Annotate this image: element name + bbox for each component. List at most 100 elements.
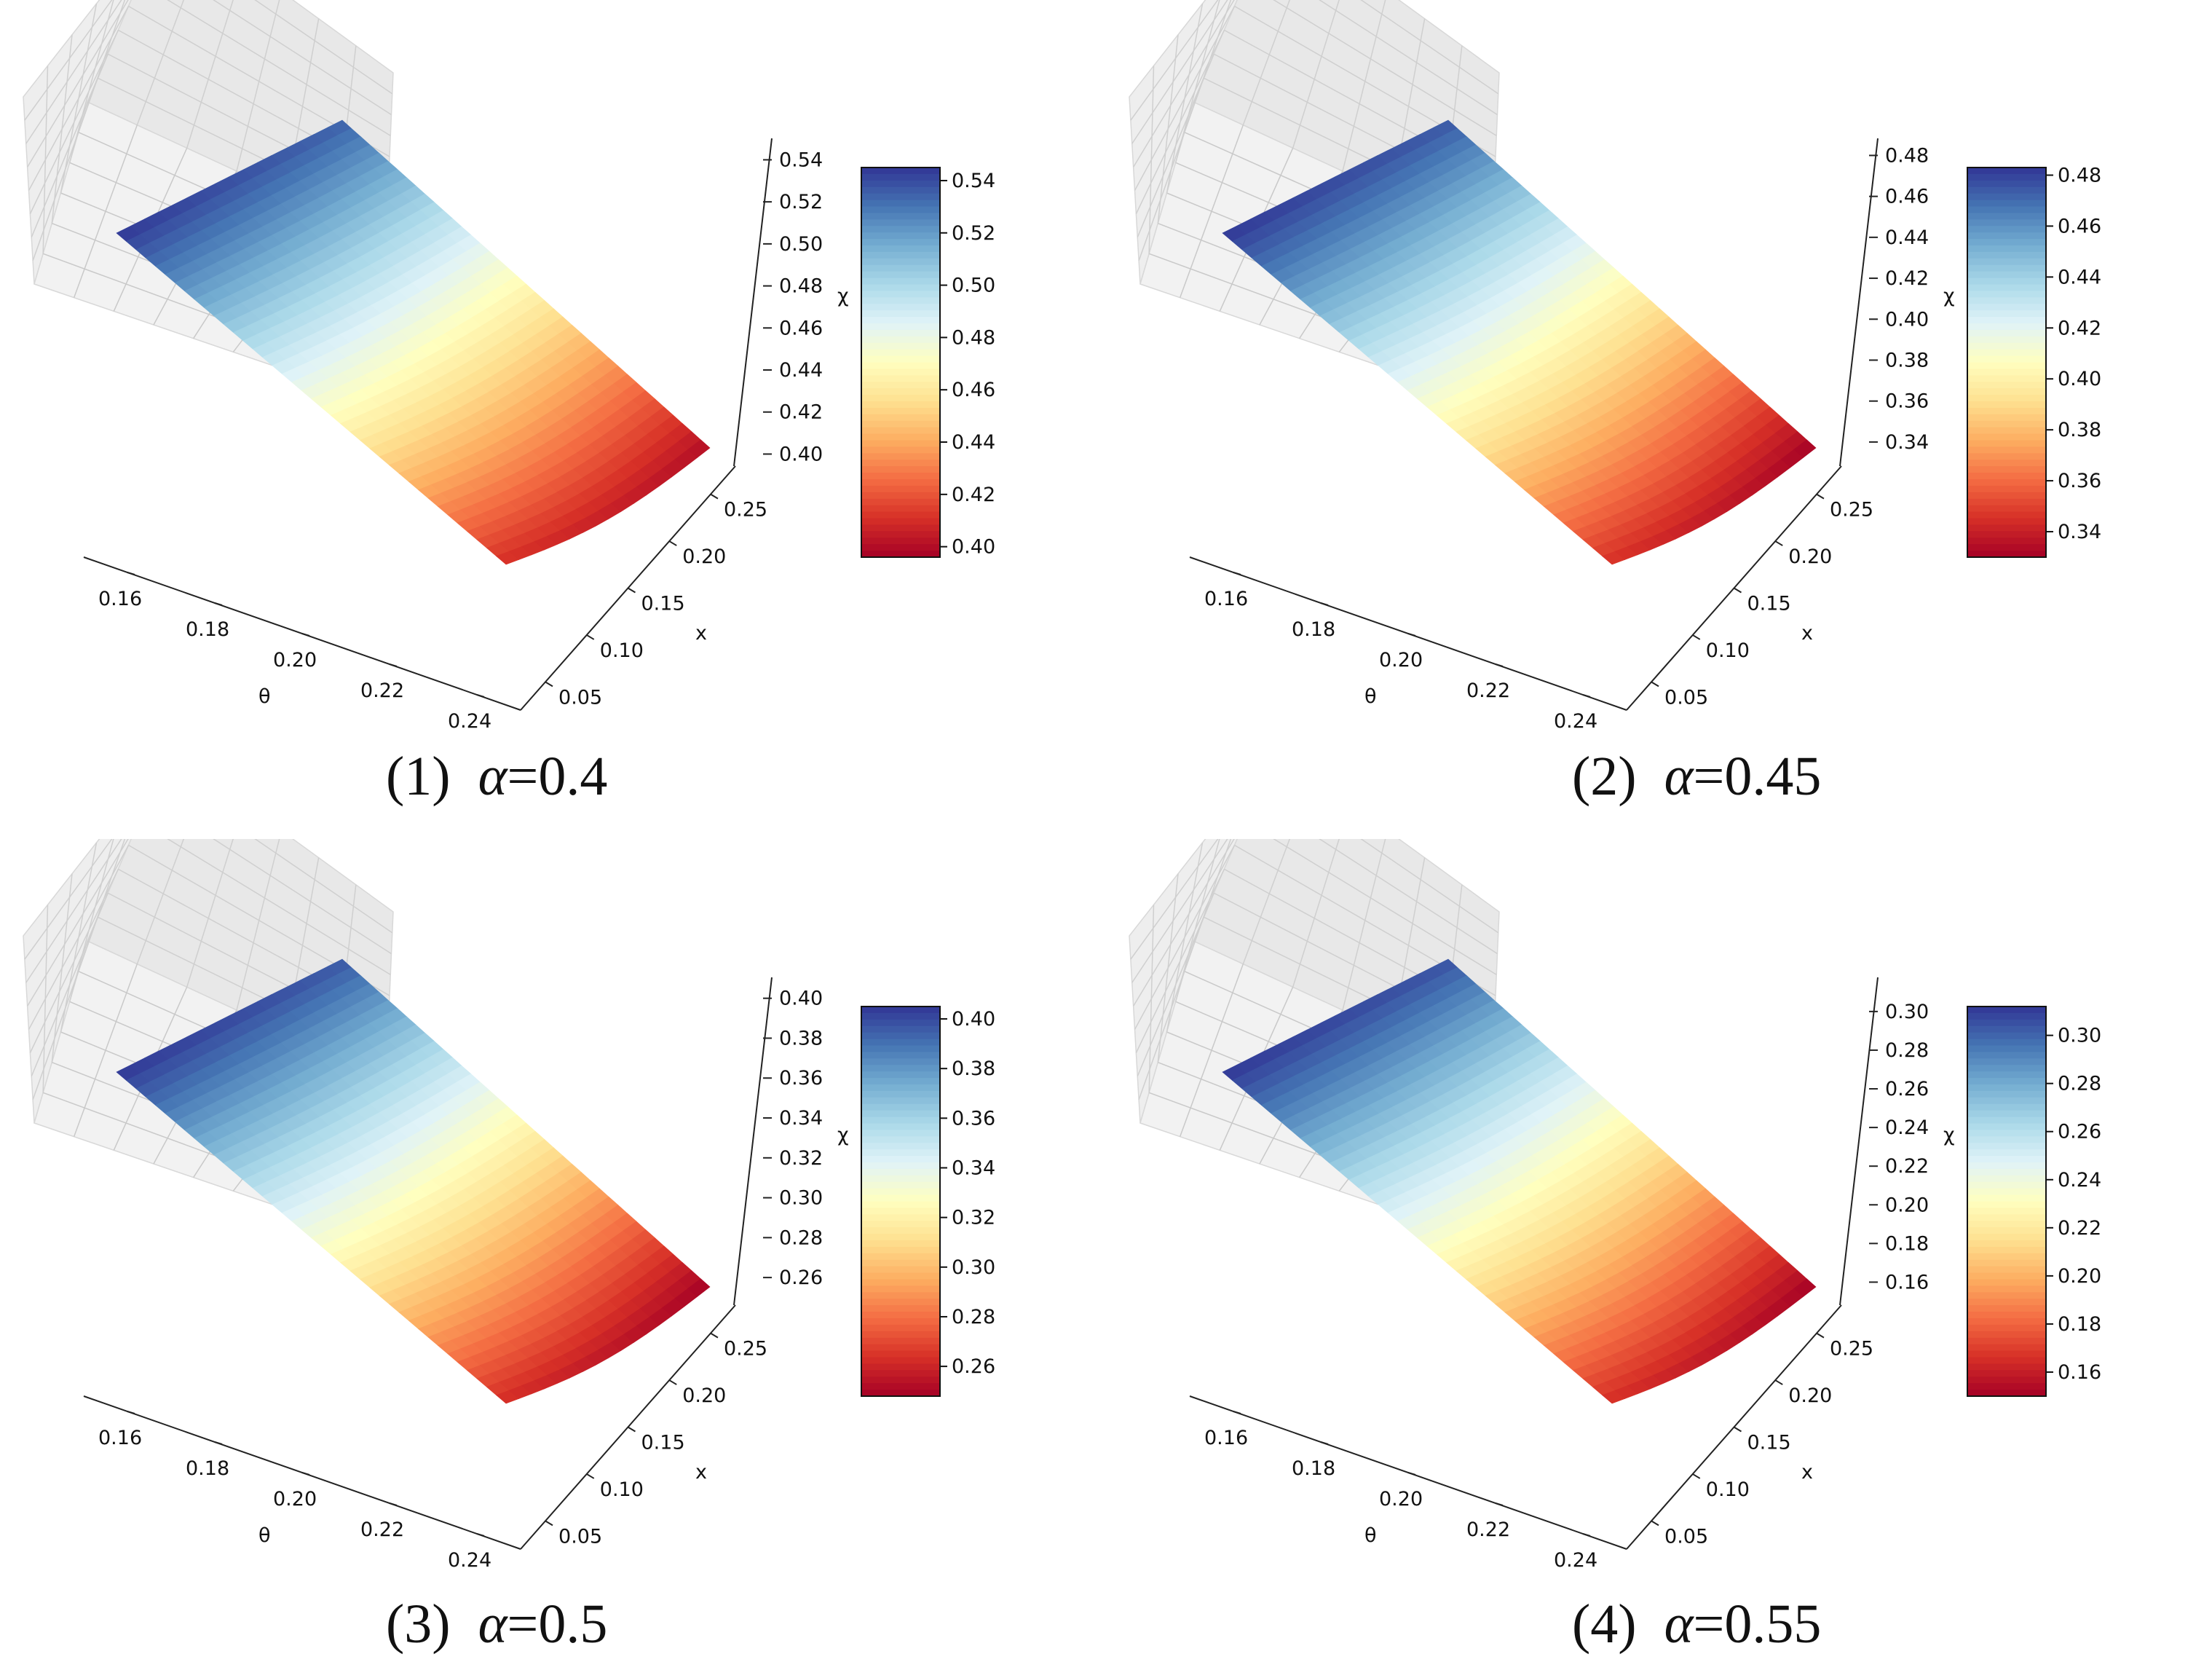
alpha-value: 0.5 [538, 1594, 608, 1655]
colorbar-segment [861, 310, 940, 318]
colorbar-segment [1967, 440, 2046, 448]
colorbar-segment [861, 460, 940, 468]
colorbar-segment [1967, 1181, 2046, 1189]
x-axis-label: x [1801, 622, 1813, 645]
z-tick-label: 0.26 [1885, 1078, 1929, 1100]
colorbar-segment [1967, 1090, 2046, 1098]
x-tick-label: 0.15 [1747, 1432, 1791, 1454]
colorbar-segment [861, 498, 940, 506]
alpha-value: 0.45 [1724, 746, 1822, 807]
z-tick-label: 0.20 [1885, 1194, 1929, 1216]
colorbar-segment [1967, 1305, 2046, 1313]
z-axis-label: χ [1943, 285, 1955, 307]
wall-gridline [1292, 839, 1340, 988]
wall-gridline [236, 0, 280, 172]
colorbar-segment [861, 1103, 940, 1111]
colorbar: 0.40 0.42 0.44 0.46 0.48 0.50 0.52 0.54 [861, 167, 995, 559]
colorbar-segment [1967, 219, 2046, 227]
wall-gridline [60, 3, 98, 194]
colorbar-segment [861, 1363, 940, 1371]
x-axis-label: x [695, 622, 707, 645]
theta-tick-mark [1495, 663, 1504, 667]
theta-tick-mark [389, 663, 398, 667]
wall-gridline [1184, 0, 1232, 133]
wall-gridline [42, 66, 49, 254]
x-tick-label: 0.20 [682, 1384, 726, 1407]
colorbar-segment [861, 1052, 940, 1060]
z-tick-label: 0.44 [779, 359, 823, 382]
colorbar-segment [861, 1156, 940, 1163]
wall-gridline [1174, 0, 1220, 163]
alpha-label: α [478, 1594, 507, 1655]
colorbar-segment [1967, 362, 2046, 370]
colorbar-segment [861, 1253, 940, 1261]
colorbar-segment [861, 420, 940, 428]
z-axis-label: χ [1943, 1124, 1955, 1146]
colorbar-segment [1967, 1201, 2046, 1209]
wall-gridline [1184, 839, 1232, 972]
colorbar-segment [1967, 1376, 2046, 1384]
colorbar-segment [1967, 1149, 2046, 1157]
equals-sign: = [507, 746, 539, 807]
colorbar-segment [861, 297, 940, 305]
colorbar-segment [861, 323, 940, 331]
colorbar-frame [1967, 1006, 2047, 1397]
colorbar-segment [861, 304, 940, 312]
surface [116, 119, 711, 565]
x-tick-label: 0.25 [1830, 1338, 1873, 1360]
colorbar-segment [1967, 1234, 2046, 1241]
colorbar-tick-label: 0.42 [2058, 317, 2101, 339]
colorbar-segment [861, 193, 940, 201]
chart-panel-1: 0.16 0.18 0.20 0.22 0.24 θ 0.05 0.10 0.15 0.20 0.2… [0, 0, 1106, 839]
equals-sign: = [1693, 1594, 1725, 1655]
colorbar-tick-label: 0.24 [2058, 1169, 2101, 1191]
colorbar-segment [1967, 1123, 2046, 1131]
surface [116, 958, 711, 1404]
wall-gridline [136, 839, 185, 964]
colorbar-segment [1967, 382, 2046, 390]
x-tick-mark [545, 681, 553, 688]
x-tick-label: 0.10 [600, 1478, 644, 1501]
x-tick-label: 0.15 [1747, 593, 1791, 615]
colorbar-segment [1967, 466, 2046, 474]
colorbar-segment [861, 440, 940, 448]
colorbar-segment [1967, 1136, 2046, 1144]
colorbar-segment [1967, 336, 2046, 344]
theta-axis-label: θ [258, 685, 271, 708]
surface-facet [1793, 1278, 1817, 1297]
colorbar-segment [861, 1266, 940, 1274]
colorbar-tick-label: 0.54 [952, 170, 995, 192]
wall-gridline [1292, 0, 1340, 149]
colorbar-segment [1967, 1337, 2046, 1345]
panel-number: (2) [1572, 746, 1637, 807]
theta-tick-mark [1407, 1472, 1416, 1476]
colorbar-segment [861, 537, 940, 545]
colorbar-segment [1967, 1162, 2046, 1170]
colorbar-segment [1967, 264, 2046, 272]
z-tick-label: 0.46 [779, 317, 823, 339]
colorbar-segment [861, 1331, 940, 1339]
x-tick-mark [1733, 1426, 1742, 1433]
colorbar-segment [861, 173, 940, 181]
panel-number: (1) [386, 746, 451, 807]
colorbar-segment [861, 1357, 940, 1365]
colorbar-segment [861, 492, 940, 500]
colorbar-segment [1967, 291, 2046, 299]
x-tick-label: 0.05 [1664, 686, 1708, 709]
z-tick-label: 0.28 [779, 1226, 823, 1249]
z-tick-label: 0.34 [1885, 431, 1929, 454]
x-ticks: 0.05 0.10 0.15 0.20 0.25 [1651, 493, 1873, 709]
colorbar-segment [861, 1214, 940, 1222]
wall-gridline [1166, 3, 1204, 194]
colorbar-segment [861, 1188, 940, 1196]
z-tick-label: 0.22 [1885, 1155, 1929, 1178]
colorbar-segment [861, 1318, 940, 1326]
colorbar-frame [1967, 167, 2047, 558]
x-tick-mark [710, 1332, 719, 1339]
z-ticks: 0.26 0.28 0.30 0.32 0.34 0.36 0.38 0.40 [763, 988, 823, 1289]
theta-tick-label: 0.24 [448, 1549, 491, 1572]
colorbar-segment [1967, 1065, 2046, 1073]
colorbar-segment [1967, 310, 2046, 318]
x-tick-mark [1651, 1520, 1659, 1527]
wall-gridline [1157, 34, 1179, 224]
